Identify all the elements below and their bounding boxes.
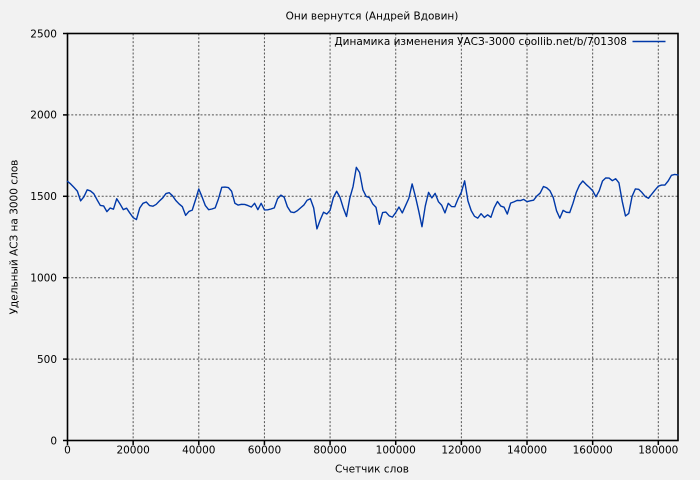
chart-title: Они вернутся (Андрей Вдовин) [286,11,459,23]
y-tick-label-2000: 2000 [30,110,57,122]
y-tick-label-1000: 1000 [30,273,57,285]
y-tick-label-2500: 2500 [30,28,57,40]
legend-label: Динамика изменения УАСЗ-3000 coollib.net… [334,36,627,48]
x-axis-label: Счетчик слов [335,464,409,476]
y-tick-label-1500: 1500 [30,191,57,203]
x-tick-label-20000: 20000 [116,445,149,457]
x-tick-label-180000: 180000 [638,445,678,457]
x-tick-label-100000: 100000 [376,445,416,457]
x-tick-label-140000: 140000 [507,445,547,457]
plot-border [66,32,679,442]
data-series-line [66,166,679,230]
x-tick-label-0: 0 [64,445,71,457]
y-tick-label-0: 0 [50,435,57,447]
x-tick-label-60000: 60000 [248,445,281,457]
x-tick-label-120000: 120000 [441,445,481,457]
y-tick-label-500: 500 [37,354,57,366]
legend: Динамика изменения УАСЗ-3000 coollib.net… [334,36,666,48]
y-axis-label: Удельный АСЗ на 3000 слов [9,160,21,315]
grid-lines [67,33,678,441]
x-tick-label-80000: 80000 [313,445,346,457]
x-tick-label-160000: 160000 [573,445,613,457]
axis-tick-labels: 0 20000 40000 60000 80000 100000 120000 140000 1… [30,28,678,456]
x-tick-label-40000: 40000 [182,445,215,457]
